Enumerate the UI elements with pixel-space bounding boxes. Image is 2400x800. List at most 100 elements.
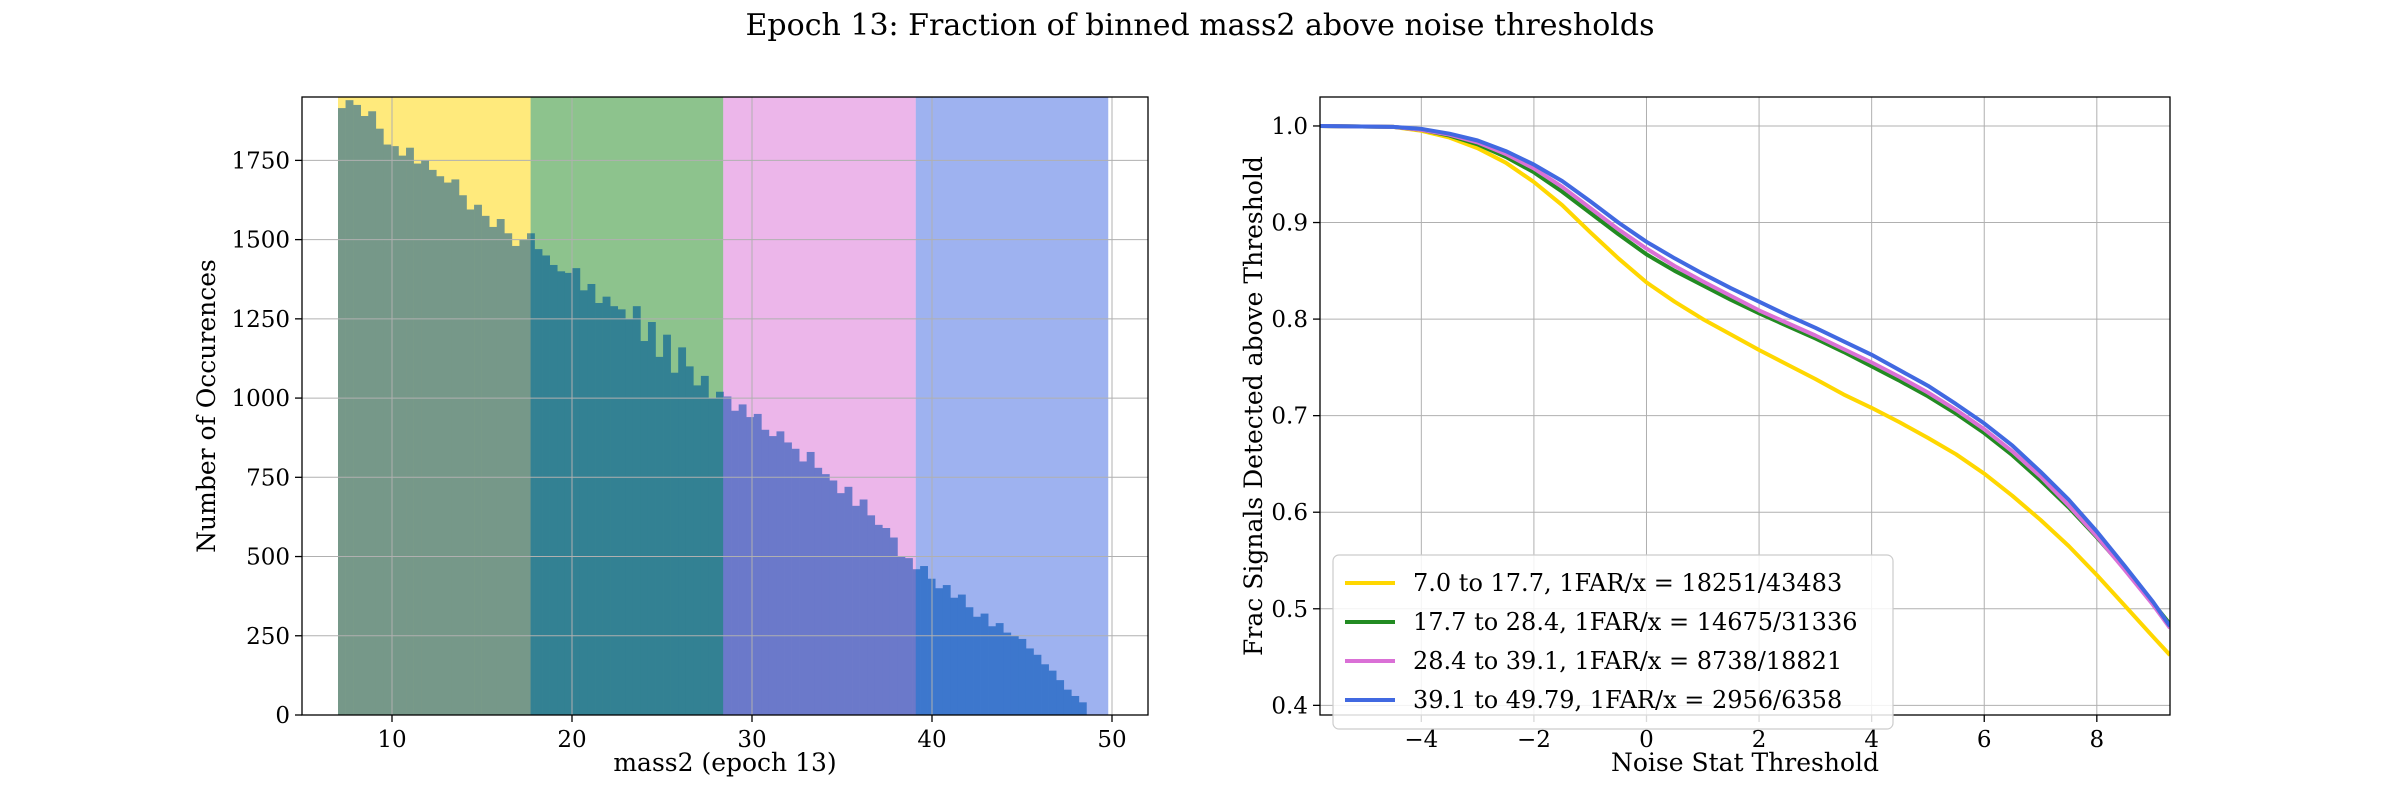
histogram-bar [489, 226, 498, 715]
histogram-bar [647, 322, 656, 715]
histogram-bar [655, 356, 664, 715]
histogram-bar [413, 163, 422, 716]
x-tick-label: 4 [1864, 727, 1879, 753]
histogram-bar [640, 341, 649, 715]
histogram-bar [874, 524, 883, 715]
histogram-bar [859, 499, 868, 715]
histogram-bar [678, 347, 687, 715]
histogram-bar [889, 537, 898, 715]
histogram-bar [1041, 664, 1049, 715]
x-tick-label: −4 [1404, 727, 1438, 753]
x-tick-label: 6 [1977, 727, 1992, 753]
histogram-bar [474, 204, 482, 715]
histogram-bar [1025, 648, 1034, 715]
band-overlay-2 [530, 97, 724, 715]
histogram-bar [867, 515, 876, 715]
histogram-bar [1033, 654, 1042, 715]
histogram-bar [443, 182, 452, 716]
histogram-bar [549, 264, 558, 715]
histogram-bar [466, 209, 475, 715]
histogram-bar [768, 436, 777, 715]
histogram-bar [360, 116, 369, 715]
y-tick-label: 0.9 [1271, 211, 1308, 237]
histogram-bar [980, 613, 989, 715]
line-chart: −4 −2 0 2 4 6 8 0.4 0.5 0.6 0.7 0.8 0.9 1.0 Noise Stat… [1239, 96, 2171, 777]
histogram-bar [738, 404, 747, 715]
histogram-bar [1010, 635, 1019, 715]
histogram-chart: 10 20 30 40 5002505007501000125015001750mass… [192, 96, 1149, 777]
histogram-bar [564, 272, 573, 715]
histogram-bar [428, 169, 437, 715]
y-tick-label: 500 [246, 545, 290, 571]
histogram-bar [836, 493, 845, 715]
histogram-bar [814, 467, 823, 715]
histogram-bar [799, 461, 808, 715]
histogram-bar [746, 417, 755, 715]
legend-entry: 28.4 to 39.1, 1FAR/x = 8738/18821 [1413, 647, 1842, 675]
histogram-bar [663, 334, 671, 715]
histogram-bar [942, 585, 951, 715]
histogram-bar [988, 626, 997, 715]
histogram-bar [345, 100, 354, 715]
histogram-bar [912, 569, 921, 715]
histogram-bar [844, 486, 853, 715]
series-line-1 [1320, 124, 2170, 657]
y-tick-label: 1.0 [1271, 114, 1308, 140]
histogram-bar [390, 146, 399, 716]
legend-entry: 17.7 to 28.4, 1FAR/x = 14675/31336 [1413, 608, 1858, 636]
x-tick-label: 10 [377, 727, 406, 753]
histogram-bar [511, 245, 520, 715]
legend-box [1332, 554, 1894, 730]
x-tick-label: 50 [1097, 727, 1126, 753]
y-tick-label: 1500 [231, 228, 290, 254]
x-axis-label: Noise Stat Threshold [1611, 748, 1879, 777]
band-overlay-4 [915, 97, 1109, 715]
histogram-bar [829, 480, 838, 715]
figure-title: Epoch 13: Fraction of binned mass2 above… [745, 8, 1655, 43]
y-tick-label: 1750 [231, 148, 290, 174]
histogram-bar [973, 616, 981, 715]
histogram-bar [882, 528, 891, 715]
series-line-2 [1320, 124, 2170, 626]
histogram-bar [776, 431, 785, 715]
histogram-bar [700, 375, 709, 715]
y-tick-label: 1000 [231, 386, 290, 412]
y-axis-label: Frac Signals Detected above Threshold [1239, 156, 1268, 656]
histogram-bar [383, 144, 392, 716]
y-tick-label: 1250 [231, 307, 290, 333]
x-tick-label: 0 [1639, 727, 1654, 753]
plot-frame [301, 96, 1149, 716]
series-line-3 [1320, 124, 2170, 630]
histogram-bar [368, 111, 377, 715]
histogram-bar [852, 505, 860, 715]
histogram-bar [557, 271, 566, 715]
y-tick-label: 0.7 [1271, 404, 1308, 430]
histogram-bar [716, 391, 724, 715]
histogram-bar [920, 566, 928, 715]
histogram-bar [905, 558, 913, 715]
histogram-bar [821, 474, 830, 715]
x-tick-label: 40 [917, 727, 946, 753]
x-tick-label: 30 [737, 727, 766, 753]
histogram-bar [723, 396, 732, 715]
y-tick-label: 0.5 [1271, 597, 1308, 623]
histogram-bar [625, 318, 634, 715]
histogram-bar [504, 233, 513, 715]
y-tick-label: 0 [275, 703, 290, 729]
histogram-bar [957, 594, 966, 715]
histogram-bar [1063, 689, 1072, 715]
histogram-bar [806, 451, 815, 715]
histogram-bar [398, 155, 407, 716]
histogram-bar [436, 176, 445, 715]
legend-entry: 7.0 to 17.7, 1FAR/x = 18251/43483 [1413, 569, 1842, 597]
histogram-bar [602, 296, 611, 715]
histogram-bar [1078, 702, 1087, 715]
histogram-bar [784, 442, 792, 715]
histogram-bar [353, 104, 361, 715]
x-tick-label: 8 [2090, 727, 2105, 753]
histogram-bar [685, 366, 694, 715]
histogram-bar [1048, 670, 1057, 715]
legend-entry: 39.1 to 49.79, 1FAR/x = 2956/6358 [1413, 686, 1842, 714]
y-tick-label: 250 [246, 624, 290, 650]
